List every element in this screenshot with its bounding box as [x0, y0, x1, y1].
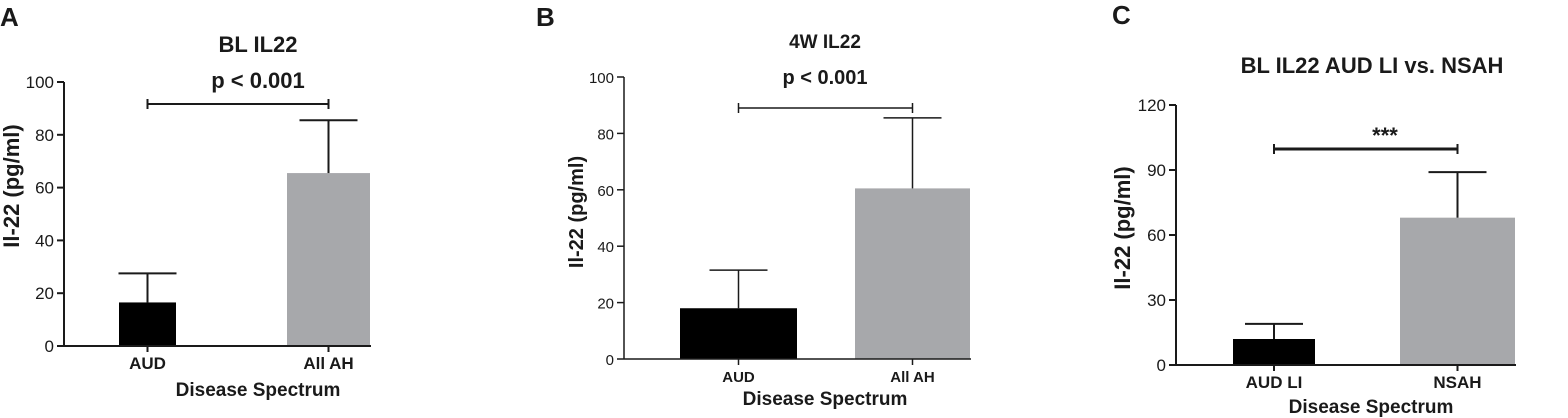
y-tick-label: 100: [589, 70, 614, 87]
bar-aud: [119, 302, 176, 346]
y-tick-label: 80: [597, 126, 614, 143]
y-tick-label: 20: [35, 284, 54, 303]
bar-aud: [680, 308, 797, 359]
y-tick-label: 60: [1147, 226, 1166, 245]
x-tick-label: NSAH: [1433, 373, 1481, 392]
bar-all-ah: [855, 188, 970, 359]
y-tick-label: 40: [597, 239, 614, 256]
y-axis-label: Il-22 (pg/ml): [0, 124, 24, 247]
chart-title: BL IL22: [218, 32, 297, 57]
y-tick-label: 100: [26, 73, 54, 92]
x-axis-label: Disease Spectrum: [1289, 397, 1454, 418]
x-tick-label: AUD: [722, 369, 755, 386]
chart-title: BL IL22 AUD LI vs. NSAH: [1241, 53, 1504, 78]
y-tick-label: 0: [45, 337, 54, 356]
bar-all-ah: [287, 173, 370, 346]
panel-letter: C: [1112, 0, 1131, 30]
y-tick-label: 30: [1147, 291, 1166, 310]
x-axis-label: Disease Spectrum: [176, 380, 341, 401]
significance-label: p < 0.001: [782, 67, 867, 89]
y-tick-label: 90: [1147, 161, 1166, 180]
bar-nsah: [1400, 217, 1515, 365]
panel-a: A BL IL22 p < 0.001 Il-22 (pg/ml) Diseas…: [0, 2, 371, 401]
y-tick-label: 0: [606, 352, 614, 369]
y-tick-label: 20: [597, 296, 614, 313]
bar-aud-li: [1233, 339, 1315, 365]
y-tick-label: 60: [597, 183, 614, 200]
x-axis-label: Disease Spectrum: [743, 389, 908, 410]
significance-label: p < 0.001: [211, 68, 305, 93]
y-tick-label: 120: [1138, 96, 1166, 115]
chart-title: 4W IL22: [789, 32, 861, 53]
y-tick-label: 80: [35, 126, 54, 145]
plot-area: AUD All AH 0 20 40 60 80 100: [26, 73, 371, 373]
panel-letter: B: [536, 2, 555, 32]
x-tick-label: All AH: [890, 369, 934, 386]
y-tick-label: 0: [1157, 356, 1166, 375]
plot-area: AUD All AH 0 20 40 60 80 100: [589, 70, 971, 386]
panel-b: B 4W IL22 p < 0.001 Il-22 (pg/ml) Diseas…: [536, 2, 971, 410]
y-axis-label: Il-22 (pg/ml): [566, 156, 588, 268]
y-axis-label: Il-22 (pg/ml): [1110, 166, 1135, 289]
y-tick-label: 60: [35, 179, 54, 198]
panel-c: C BL IL22 AUD LI vs. NSAH *** Il-22 (pg/…: [1110, 0, 1516, 418]
significance-label: ***: [1372, 123, 1398, 148]
panel-letter: A: [0, 2, 19, 32]
y-tick-label: 40: [35, 231, 54, 250]
x-tick-label: All AH: [303, 354, 353, 373]
x-tick-label: AUD: [129, 354, 166, 373]
x-tick-label: AUD LI: [1246, 373, 1303, 392]
plot-area: AUD LI NSAH 0 30 60 90 120: [1138, 96, 1516, 392]
